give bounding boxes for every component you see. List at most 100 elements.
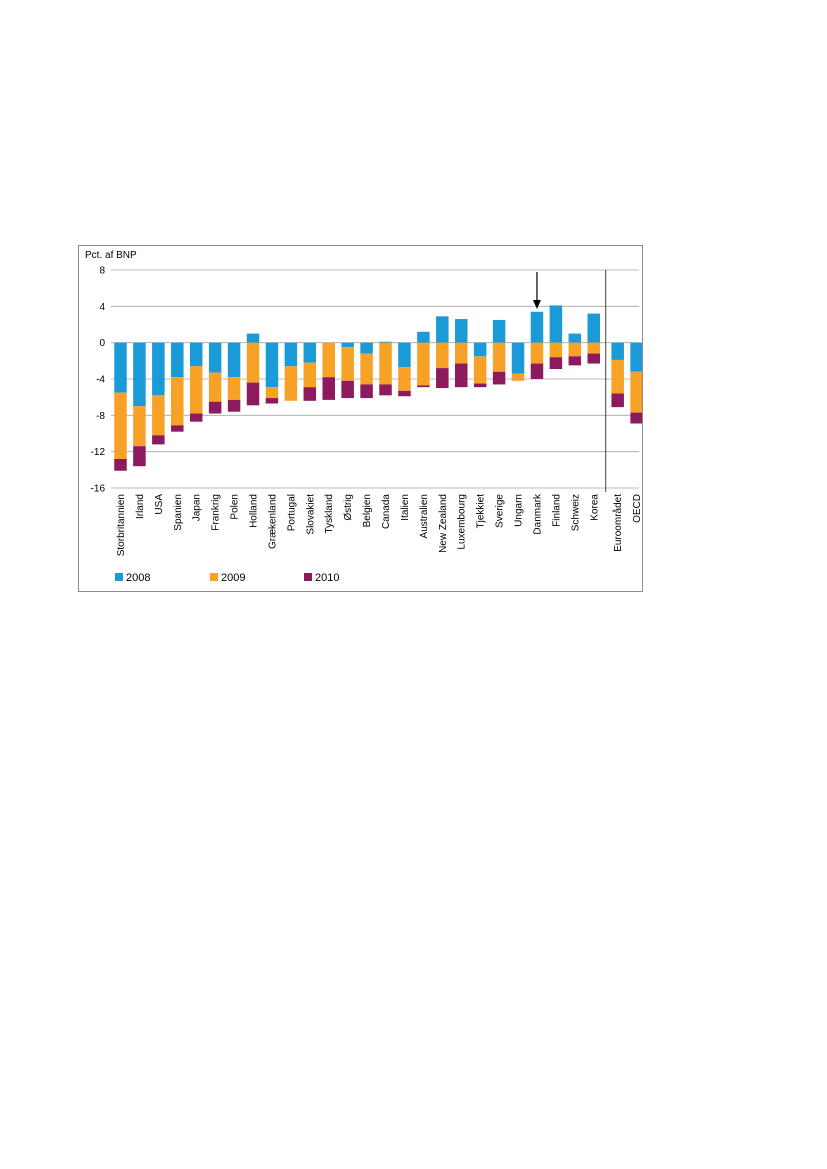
bar-2009 <box>454 342 468 364</box>
category-label: Ungarn <box>514 494 525 527</box>
bar-2009 <box>630 371 642 413</box>
bar-2009 <box>492 342 506 372</box>
category-label: Slovakiet <box>305 494 316 535</box>
bar-2008 <box>227 342 241 378</box>
category-label: Holland <box>249 494 260 528</box>
bar-2008 <box>265 342 279 388</box>
bar-2008 <box>360 342 373 354</box>
category-label: Irland <box>135 494 146 519</box>
bar-2010 <box>454 363 468 388</box>
y-tick-label: -16 <box>91 484 106 495</box>
bar-2009 <box>587 342 600 354</box>
bar-2009 <box>511 373 525 381</box>
bar-2010 <box>133 446 146 467</box>
bar-2008 <box>511 342 525 374</box>
y-tick-label: 4 <box>99 302 105 313</box>
bar-2008 <box>473 342 487 357</box>
category-label: Korea <box>589 494 600 521</box>
bar-2010 <box>189 413 203 422</box>
bar-2009 <box>436 342 449 369</box>
bar-2009 <box>549 342 563 358</box>
bar-2008 <box>152 342 165 396</box>
bar-2010 <box>587 353 600 364</box>
category-label: Belgien <box>362 494 373 527</box>
bar-2008 <box>379 341 392 343</box>
bar-2009 <box>265 387 279 399</box>
category-label: Tyskland <box>324 494 335 533</box>
bar-2010 <box>171 425 184 432</box>
y-tick-label: -4 <box>96 375 105 386</box>
bar-2008 <box>284 342 298 367</box>
bar-2008 <box>398 342 411 368</box>
bar-2008 <box>587 313 600 343</box>
legend: 2008 2009 2010 <box>115 572 339 584</box>
bar-2009 <box>133 406 146 447</box>
category-label: New Zealand <box>438 494 449 553</box>
bar-2009 <box>208 372 222 402</box>
bar-2009 <box>171 377 184 426</box>
bar-2010 <box>492 371 506 385</box>
legend-swatch-2010 <box>304 573 312 581</box>
legend-label-2008: 2008 <box>126 572 150 584</box>
bar-2008 <box>436 316 449 343</box>
bar-2009 <box>417 342 430 386</box>
bar-2009 <box>303 362 317 388</box>
category-label: Frankrig <box>211 494 222 531</box>
bar-2008 <box>208 342 222 373</box>
bar-2010 <box>360 384 373 399</box>
bar-2008 <box>630 342 642 372</box>
bar-2009 <box>398 367 411 391</box>
bar-2009 <box>568 342 582 357</box>
bar-2008 <box>417 331 430 343</box>
bar-2009 <box>227 377 241 400</box>
category-label: Luxembourg <box>457 494 468 550</box>
bar-2010 <box>227 399 241 412</box>
bar-2009 <box>379 342 392 385</box>
bar-2009 <box>152 395 165 436</box>
bar-2009 <box>114 392 127 459</box>
legend-label-2010: 2010 <box>315 572 339 584</box>
highlight-arrow-head <box>532 300 541 309</box>
bar-2010 <box>611 393 624 408</box>
bar-2010 <box>568 356 582 366</box>
y-tick-label: -8 <box>96 411 105 422</box>
bar-2010 <box>398 390 411 397</box>
annotations <box>532 270 607 492</box>
bar-2009 <box>611 359 624 394</box>
bar-2009 <box>341 347 354 381</box>
y-tick-label: -12 <box>91 447 106 458</box>
category-label: Grækenland <box>267 494 278 549</box>
bar-2010 <box>379 384 392 396</box>
bar-2010 <box>436 368 449 389</box>
legend-label-2009: 2009 <box>221 572 245 584</box>
bar-2010 <box>549 357 563 370</box>
category-label: USA <box>154 494 165 515</box>
bar-2009 <box>360 353 373 385</box>
legend-swatch-2009 <box>210 573 218 581</box>
bar-2010 <box>473 383 487 388</box>
bar-2009 <box>284 366 298 401</box>
bar-2008 <box>568 333 582 343</box>
category-label: Finland <box>551 494 562 527</box>
category-label: Euroområdet <box>612 494 624 552</box>
bar-2008 <box>189 342 203 367</box>
bar-2008 <box>171 342 184 378</box>
bar-2009 <box>189 366 203 414</box>
category-label: Østrig <box>343 494 354 521</box>
bar-2008 <box>246 333 260 343</box>
category-label: Storbritannien <box>116 494 127 556</box>
bar-2008 <box>114 342 127 393</box>
bar-2009 <box>322 342 335 378</box>
y-axis-label: Pct. af BNP <box>85 250 137 261</box>
y-tick-label: 0 <box>99 338 105 349</box>
chart-frame: Pct. af BNP 8 4 0 -4 -8 -12 -16 Storbritannien… <box>78 245 643 592</box>
legend-swatch-2008 <box>115 573 123 581</box>
bar-2010 <box>114 458 127 471</box>
bar-2008 <box>133 342 146 407</box>
category-label: Schweiz <box>570 494 581 531</box>
bar-2009 <box>246 342 260 383</box>
category-label: Danmark <box>532 493 543 535</box>
bar-2008 <box>611 342 624 360</box>
category-label: Portugal <box>286 494 297 531</box>
bar-2010 <box>417 385 430 388</box>
